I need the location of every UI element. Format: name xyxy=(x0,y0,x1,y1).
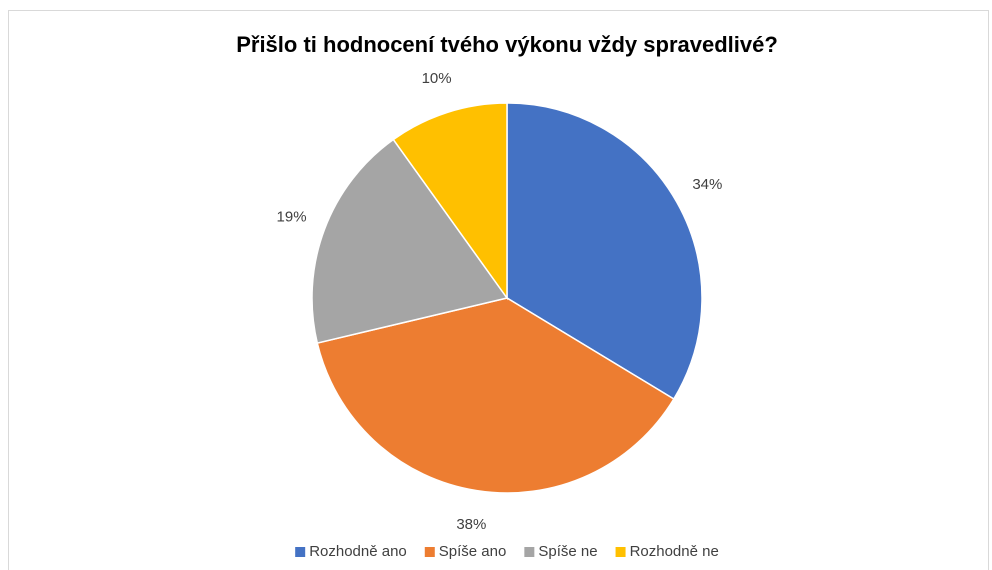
legend-label: Rozhodně ano xyxy=(309,543,407,560)
pie-slice xyxy=(506,102,703,401)
legend-label: Rozhodně ne xyxy=(630,543,719,560)
legend-label: Spíše ne xyxy=(538,543,597,560)
data-label: 34% xyxy=(692,176,722,193)
legend-swatch xyxy=(524,547,535,557)
legend-swatch xyxy=(615,547,626,557)
data-label: 10% xyxy=(422,70,452,87)
pie-slice xyxy=(311,138,509,344)
chart-title: Přišlo ti hodnocení tvého výkonu vždy sp… xyxy=(236,32,778,57)
legend-swatch xyxy=(424,547,435,557)
data-label: 38% xyxy=(456,516,486,533)
data-label: 19% xyxy=(277,208,307,225)
pie-slice xyxy=(392,102,508,301)
legend-swatch xyxy=(295,547,306,557)
legend-label: Spíše ano xyxy=(439,543,507,560)
pie-slice xyxy=(316,297,675,494)
